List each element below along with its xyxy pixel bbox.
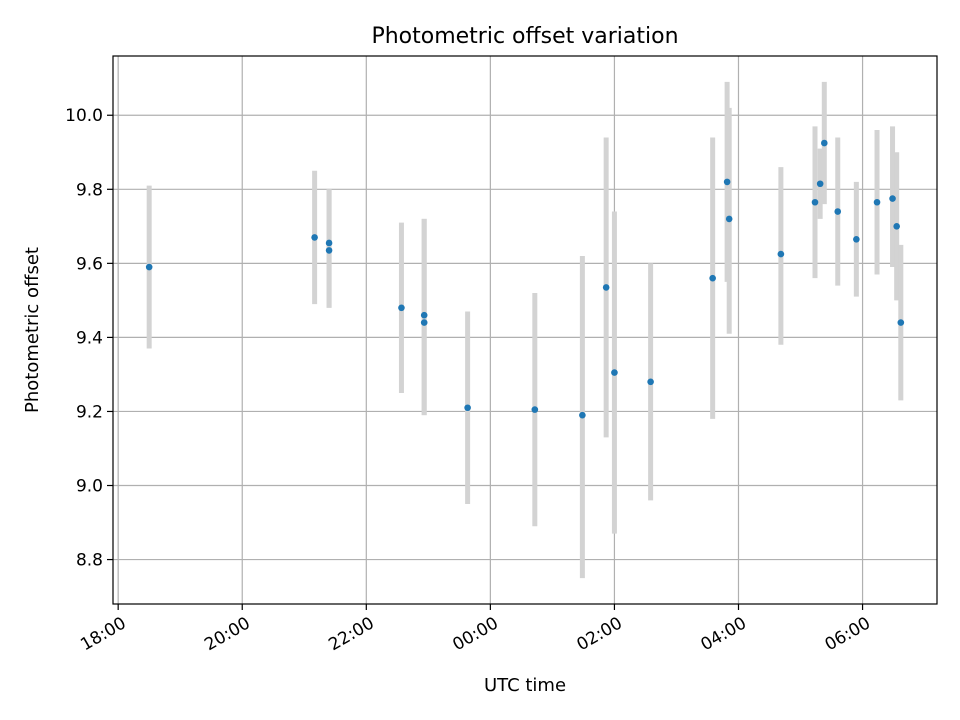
- data-point-0: [145, 263, 153, 271]
- data-points: [145, 139, 905, 419]
- data-point-18: [816, 180, 824, 188]
- data-point-5: [420, 311, 428, 319]
- x-tick-label-1: 20:00: [201, 613, 253, 655]
- data-point-20: [834, 208, 842, 215]
- data-point-16: [777, 250, 785, 258]
- data-point-2: [325, 239, 333, 247]
- data-point-23: [889, 195, 896, 202]
- x-tick-label-2: 22:00: [325, 613, 377, 655]
- data-point-12: [647, 378, 654, 386]
- data-point-14: [723, 178, 731, 186]
- x-axis-label: UTC time: [484, 675, 566, 696]
- x-tick-label-6: 06:00: [822, 613, 874, 655]
- y-tick-label-0: 8.8: [76, 551, 103, 571]
- y-tick-label-1: 9.0: [76, 477, 103, 497]
- data-point-9: [579, 411, 586, 419]
- x-tick-label-5: 04:00: [698, 613, 750, 655]
- error-bars: [146, 81, 904, 579]
- data-point-8: [531, 406, 539, 413]
- x-tick-label-4: 02:00: [573, 613, 625, 655]
- y-tick-label-3: 9.4: [76, 328, 103, 348]
- plot-frame: [112, 55, 938, 605]
- y-axis-ticks: 8.8 9.0 9.2 9.4 9.6 9.8 10.0: [65, 106, 113, 571]
- data-point-17: [811, 198, 819, 206]
- data-point-15: [725, 215, 733, 223]
- y-tick-label-2: 9.2: [76, 402, 103, 422]
- y-tick-label-6: 10.0: [65, 106, 103, 126]
- data-point-19: [821, 139, 828, 147]
- data-point-3: [325, 247, 333, 254]
- data-point-24: [893, 223, 900, 230]
- data-point-1: [311, 234, 318, 241]
- data-point-7: [464, 404, 471, 412]
- data-point-21: [853, 235, 860, 243]
- data-point-22: [873, 198, 881, 206]
- data-point-10: [602, 284, 610, 291]
- data-point-13: [709, 274, 716, 282]
- data-point-11: [611, 369, 618, 376]
- x-tick-label-3: 00:00: [449, 613, 501, 655]
- x-tick-label-0: 18:00: [77, 613, 129, 655]
- data-point-25: [897, 319, 905, 326]
- y-tick-label-4: 9.6: [76, 254, 103, 274]
- x-axis-ticks: 18:00 20:00 22:00 00:00 02:00 04:00 06:00: [77, 604, 874, 655]
- y-tick-label-5: 9.8: [76, 180, 103, 200]
- y-axis-label: Photometric offset: [22, 247, 43, 413]
- data-point-4: [398, 304, 405, 312]
- chart-title: Photometric offset variation: [371, 24, 678, 49]
- data-point-6: [420, 319, 428, 326]
